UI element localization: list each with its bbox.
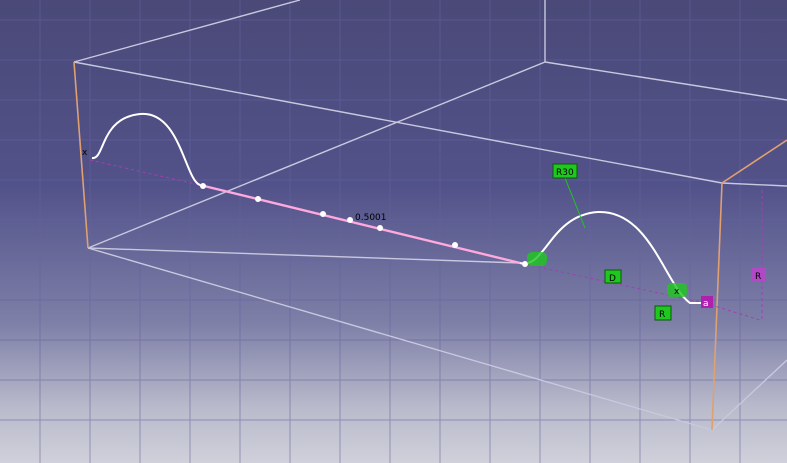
radius-constraint-box[interactable] [552,163,578,179]
r-label[interactable]: R [659,310,665,320]
box-edge-bottom-back[interactable] [87,247,521,264]
box-edge-back-diagonal[interactable] [87,61,546,249]
box-edge-right-mid[interactable] [721,182,787,187]
box-edge-right-lower[interactable] [711,359,787,431]
control-point[interactable] [200,183,206,189]
box-edge-top-back[interactable] [73,0,301,63]
end-constraint-a[interactable] [667,283,687,297]
mid-label[interactable]: D [609,274,616,284]
right-label[interactable]: R [755,272,761,282]
highlighted-edges[interactable] [73,61,787,431]
control-points[interactable] [200,183,528,267]
axis-markers[interactable] [701,268,766,308]
radius-label[interactable]: R30 [556,168,574,178]
box-edge-back-top[interactable] [544,61,787,101]
end-label-a: x [674,287,680,297]
control-point[interactable] [255,196,261,202]
control-point[interactable] [452,242,458,248]
axis-marker[interactable] [752,268,766,282]
end-constraint-b[interactable] [654,305,672,321]
left-end-label: x [82,148,88,158]
spline-segment[interactable] [199,183,521,265]
control-point[interactable] [320,211,326,217]
end-label-b: a [703,299,709,309]
mid-constraint-box[interactable] [604,269,622,284]
tangency-constraint[interactable] [527,252,547,266]
axis-marker-end[interactable] [701,296,713,308]
left-vertical-edge[interactable] [73,61,89,249]
control-point[interactable] [377,225,383,231]
right-top-edge[interactable] [721,139,787,184]
control-point[interactable] [347,217,353,223]
control-point[interactable] [522,261,528,267]
constraint-markers[interactable] [527,163,687,321]
spline-label[interactable]: 0.5001 [355,213,387,223]
box-edge-bottom-front[interactable] [87,247,713,431]
wireframe-box[interactable] [73,0,787,431]
